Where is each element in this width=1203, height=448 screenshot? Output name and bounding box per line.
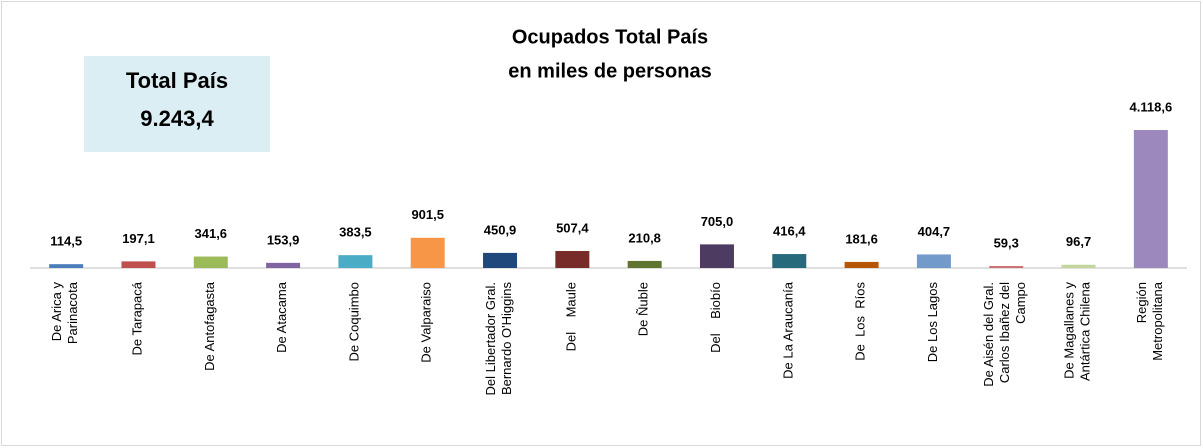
bar <box>772 254 807 268</box>
x-tick-label: De Coquimbo <box>347 282 362 362</box>
chart-title: Ocupados Total País <box>512 26 708 48</box>
x-tick-label: De Atacama <box>275 281 290 353</box>
value-label: 59,3 <box>994 235 1019 250</box>
bar <box>266 262 301 268</box>
bar <box>627 260 662 268</box>
x-tick-label: De Antofagasta <box>202 281 217 371</box>
bar <box>699 244 734 268</box>
bar <box>483 252 518 268</box>
bar <box>338 255 373 268</box>
value-label: 114,5 <box>50 234 82 249</box>
value-label: 4.118,6 <box>1130 99 1173 114</box>
total-box <box>84 56 270 152</box>
x-tick-label: RegiónMetropolitana <box>1134 281 1165 361</box>
bar <box>410 237 445 268</box>
value-label: 153,9 <box>267 232 300 247</box>
x-tick-label: De Magallanes yAntártica Chilena <box>1062 281 1093 381</box>
x-tick-label: Del Libertador Gral.Bernardo O'Higgins <box>483 282 514 396</box>
chart-subtitle: en miles de personas <box>508 60 711 82</box>
x-tick-label: De Arica yParinacota <box>50 281 81 344</box>
bar <box>916 254 951 268</box>
value-label: 705,0 <box>701 214 734 229</box>
bar <box>121 261 156 268</box>
x-tick-label: De Tarapacá <box>130 281 145 355</box>
bar <box>49 264 84 268</box>
value-label: 96,7 <box>1066 234 1091 249</box>
bar <box>844 261 879 268</box>
x-tick-label: De Los Ríos <box>853 282 868 361</box>
bar <box>989 266 1024 268</box>
x-tick-label: Del Biobío <box>708 282 723 353</box>
value-label: 197,1 <box>122 231 155 246</box>
value-label: 901,5 <box>411 207 444 222</box>
total-label: Total País <box>126 68 228 93</box>
total-value: 9.243,4 <box>140 106 214 131</box>
bar <box>555 250 590 268</box>
bar <box>1133 130 1168 268</box>
value-label: 181,6 <box>845 231 878 246</box>
x-tick-label: De Valparaiso <box>419 282 434 363</box>
value-label: 507,4 <box>556 220 589 235</box>
value-label: 416,4 <box>773 223 806 238</box>
x-tick-label: De Ñuble <box>636 282 651 336</box>
x-tick-label: De Aisén del Gral.Carlos Ibañez delCampo <box>982 282 1029 387</box>
value-label: 450,9 <box>484 222 517 237</box>
x-tick-label: De Los Lagos <box>925 282 940 363</box>
x-tick-label: De La Araucanía <box>781 281 796 379</box>
value-label: 210,8 <box>628 230 661 245</box>
value-label: 404,7 <box>918 224 951 239</box>
value-label: 341,6 <box>195 226 228 241</box>
x-tick-label: Del Maule <box>564 282 579 351</box>
value-label: 383,5 <box>339 225 372 240</box>
bar <box>193 256 228 268</box>
bar <box>1061 264 1096 268</box>
